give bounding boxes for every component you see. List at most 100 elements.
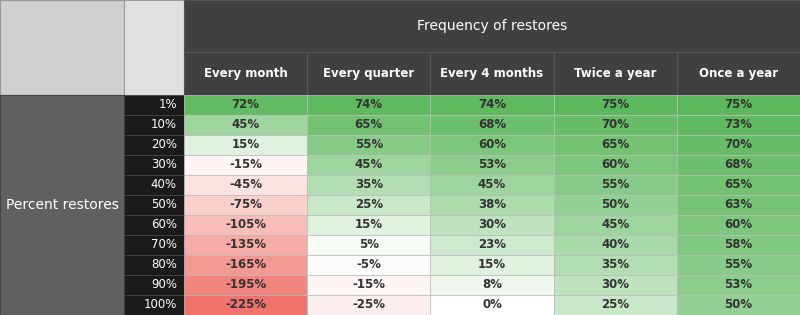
Bar [554,155,677,175]
Bar [184,195,307,215]
Bar [430,135,554,155]
Bar [307,115,430,135]
Bar [677,115,800,135]
Bar [677,295,800,315]
Bar [677,135,800,155]
Bar [307,215,430,235]
Bar [430,235,554,255]
Bar [677,195,800,215]
Bar [430,255,554,275]
Bar [677,155,800,175]
Text: Once a year: Once a year [699,67,778,80]
Text: 55%: 55% [724,258,753,272]
Text: 60%: 60% [151,218,177,231]
Bar [554,94,677,115]
Bar [307,195,430,215]
Text: 80%: 80% [151,258,177,272]
Bar [430,115,554,135]
Text: 23%: 23% [478,238,506,251]
Text: Every quarter: Every quarter [323,67,414,80]
Text: 15%: 15% [478,258,506,272]
Text: 30%: 30% [602,278,629,291]
Text: 65%: 65% [724,178,753,191]
Text: 1%: 1% [158,98,177,111]
Bar [184,235,307,255]
Text: 58%: 58% [724,238,753,251]
Bar [307,175,430,195]
Bar [554,115,677,135]
Text: 65%: 65% [601,138,630,151]
Text: 60%: 60% [601,158,630,171]
Bar [307,255,430,275]
Text: -195%: -195% [225,278,266,291]
Bar [554,135,677,155]
Text: 73%: 73% [725,118,752,131]
Bar [124,195,184,215]
Bar [677,94,800,115]
Bar [124,275,184,295]
Text: 72%: 72% [232,98,259,111]
Text: 45%: 45% [354,158,383,171]
Bar [307,135,430,155]
Text: 55%: 55% [354,138,383,151]
Text: 68%: 68% [724,158,753,171]
Text: 5%: 5% [358,238,379,251]
Text: 70%: 70% [725,138,752,151]
Text: Percent restores: Percent restores [6,198,118,212]
Text: 45%: 45% [601,218,630,231]
Bar [677,175,800,195]
Bar [184,115,307,135]
Text: 25%: 25% [354,198,383,211]
Text: 63%: 63% [724,198,753,211]
Bar [554,295,677,315]
Bar [184,215,307,235]
Text: 75%: 75% [724,98,753,111]
Text: 74%: 74% [478,98,506,111]
Text: 30%: 30% [151,158,177,171]
Bar [124,115,184,135]
Text: -165%: -165% [225,258,266,272]
Text: 35%: 35% [354,178,383,191]
Bar [554,255,677,275]
Bar [677,52,800,94]
Bar [554,235,677,255]
Bar [124,0,184,94]
Text: Twice a year: Twice a year [574,67,657,80]
Bar [677,215,800,235]
Bar [124,295,184,315]
Text: -15%: -15% [229,158,262,171]
Text: 50%: 50% [151,198,177,211]
Text: 53%: 53% [478,158,506,171]
Bar [430,155,554,175]
Bar [124,215,184,235]
Text: -25%: -25% [352,299,386,312]
Bar [307,155,430,175]
Bar [0,94,124,315]
Text: -45%: -45% [229,178,262,191]
Text: 90%: 90% [151,278,177,291]
Bar [430,295,554,315]
Bar [554,275,677,295]
Bar [0,0,124,94]
Bar [124,155,184,175]
Text: 15%: 15% [231,138,260,151]
Bar [554,52,677,94]
Text: Every 4 months: Every 4 months [441,67,543,80]
Bar [184,94,307,115]
Bar [430,215,554,235]
Bar [184,275,307,295]
Bar [554,215,677,235]
Text: Every month: Every month [204,67,287,80]
Bar [184,135,307,155]
Bar [124,235,184,255]
Text: 45%: 45% [478,178,506,191]
Bar [184,52,307,94]
Bar [430,195,554,215]
Text: 55%: 55% [601,178,630,191]
Text: 10%: 10% [151,118,177,131]
Text: 50%: 50% [601,198,630,211]
Bar [124,255,184,275]
Bar [184,175,307,195]
Bar [124,175,184,195]
Text: 45%: 45% [231,118,260,131]
